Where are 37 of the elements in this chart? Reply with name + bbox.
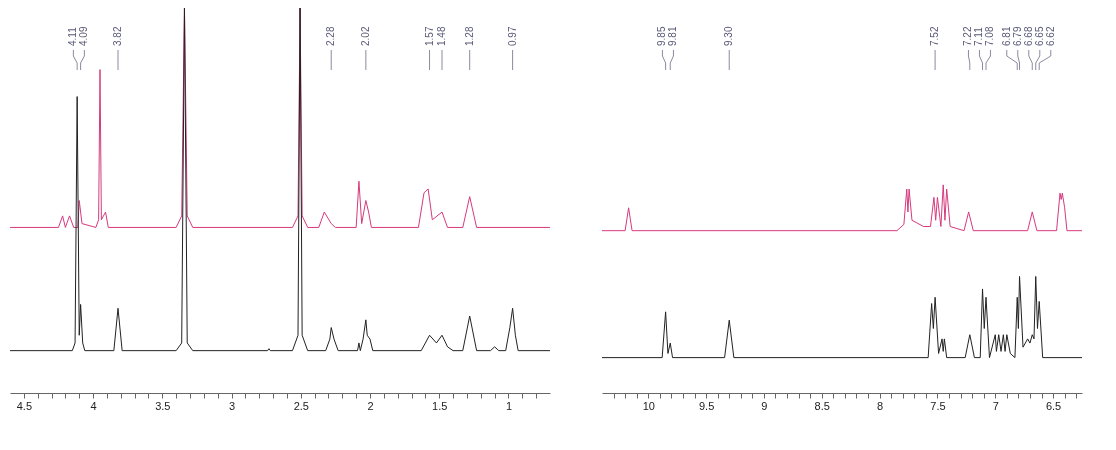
- x-tick-label: 4: [90, 399, 97, 412]
- annotation: 9.81: [667, 26, 679, 46]
- annotation: 6.81: [1000, 26, 1012, 46]
- annotation: 6.65: [1033, 26, 1045, 46]
- annotation: 6.62: [1044, 26, 1056, 46]
- annotation: 7.22: [962, 26, 974, 46]
- annotation: 0.97: [506, 26, 518, 46]
- x-tick-label: 9.5: [698, 399, 715, 412]
- annotation: 4.09: [78, 26, 90, 46]
- x-tick-label: 1.5: [432, 399, 448, 412]
- annotation: 9.30: [723, 26, 735, 46]
- x-tick-label: 2.5: [293, 399, 309, 412]
- x-tick-label: 10: [642, 399, 655, 412]
- annotation: 7.52: [929, 26, 941, 46]
- annotation: 7.11: [973, 26, 985, 46]
- x-tick-label: 4.5: [16, 399, 32, 412]
- annotation: 1.48: [436, 26, 447, 46]
- x-tick-label: 7: [992, 399, 999, 412]
- x-tick-label: 8: [877, 399, 884, 412]
- annotation: 6.68: [1022, 26, 1034, 46]
- x-tick-label: 6.5: [1045, 399, 1062, 412]
- annotation: 1.28: [463, 26, 475, 46]
- annotation: 7.08: [984, 26, 996, 46]
- x-tick-label: 7.5: [930, 399, 946, 412]
- x-tick-label: 3.5: [155, 399, 171, 412]
- x-tick-label: 8.5: [814, 399, 830, 412]
- annotation: 9.85: [656, 26, 668, 46]
- annotation: 6.79: [1011, 26, 1023, 46]
- annotation: 4.11: [67, 26, 79, 46]
- annotation: 1.57: [423, 26, 435, 46]
- x-tick-label: 2: [367, 399, 374, 412]
- annotation: 2.02: [359, 26, 371, 46]
- x-tick-label: 9: [761, 399, 768, 412]
- annotation: 3.82: [112, 26, 123, 46]
- x-tick-label: 1: [505, 399, 513, 412]
- annotation: 2.28: [325, 26, 337, 46]
- x-tick-label: 3: [228, 399, 236, 412]
